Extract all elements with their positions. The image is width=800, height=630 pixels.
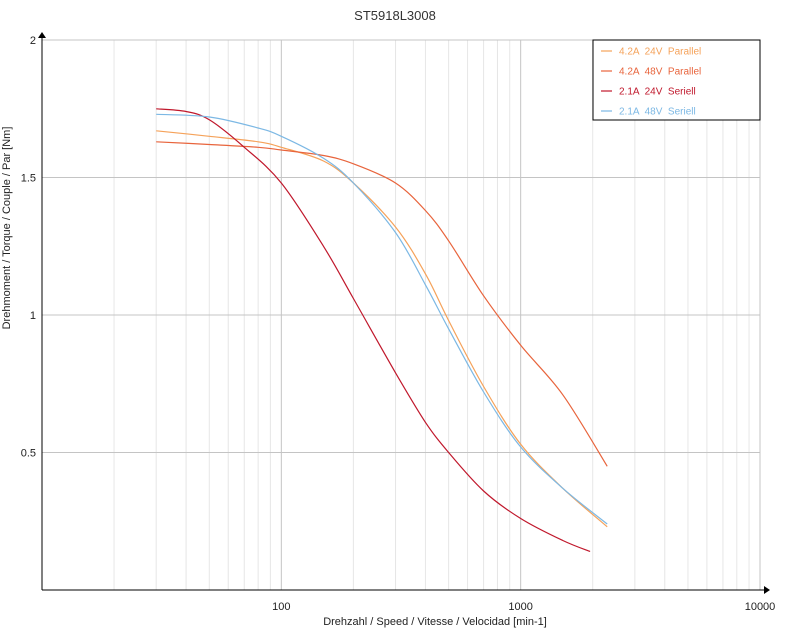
y-tick-label: 1.5 bbox=[21, 173, 36, 185]
y-tick-label: 2 bbox=[30, 35, 36, 47]
chart-title: ST5918L3008 bbox=[354, 8, 436, 23]
series-line-3 bbox=[156, 108, 591, 553]
x-tick-label: 10000 bbox=[745, 601, 776, 613]
y-tick-label: 0.5 bbox=[21, 448, 36, 460]
y-axis-label: Drehmoment / Torque / Couple / Par [Nm] bbox=[1, 127, 13, 330]
x-tick-label: 100 bbox=[272, 601, 290, 613]
legend: 4.2A 24V Parallel 4.2A 48V Parallel 2.1A 2… bbox=[592, 39, 761, 121]
series-line-4 bbox=[156, 113, 608, 525]
series-line-2 bbox=[156, 141, 608, 467]
y-tick-label: 1 bbox=[30, 310, 36, 322]
legend-entry: 4.2A 48V Parallel bbox=[619, 67, 701, 78]
x-axis-label: Drehzahl / Speed / Vitesse / Velocidad [… bbox=[323, 616, 547, 628]
legend-entry: 2.1A 24V Seriell bbox=[619, 87, 696, 98]
y-axis-arrow bbox=[38, 32, 46, 38]
tick-labels: 100 1000 10000 0.5 1 1.5 2 bbox=[21, 35, 776, 613]
legend-entry: 4.2A 24V Parallel bbox=[619, 47, 701, 58]
series-lines bbox=[156, 108, 608, 553]
axes bbox=[38, 32, 770, 594]
legend-box bbox=[592, 39, 761, 121]
legend-entry: 2.1A 48V Seriell bbox=[619, 107, 696, 118]
x-axis-arrow bbox=[764, 586, 770, 594]
grid bbox=[42, 39, 761, 590]
series-line-1 bbox=[156, 130, 608, 528]
x-tick-label: 1000 bbox=[508, 601, 532, 613]
